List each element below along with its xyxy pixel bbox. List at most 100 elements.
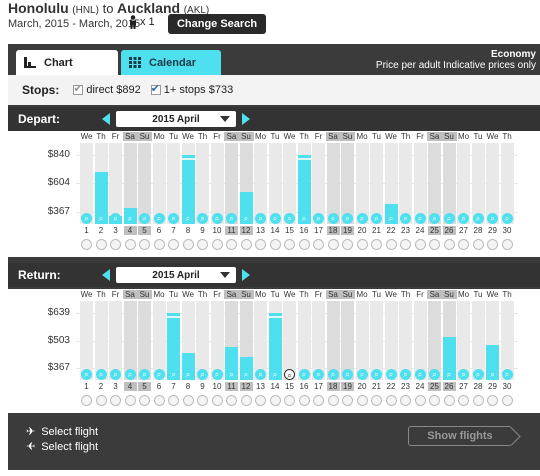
return-day-column[interactable]	[384, 301, 398, 380]
return-day-column[interactable]	[457, 301, 470, 380]
depart-day-column[interactable]	[486, 143, 499, 224]
tab-chart[interactable]: Chart	[16, 50, 118, 75]
return-prev-month-arrow[interactable]	[102, 269, 110, 281]
return-search-icon[interactable]: ⌕	[197, 369, 208, 380]
depart-search-icon[interactable]: ⌕	[472, 213, 484, 224]
depart-day-radio[interactable]	[81, 239, 92, 250]
return-day-radio[interactable]	[95, 395, 107, 406]
depart-day-column[interactable]	[428, 143, 441, 224]
stops-direct-option[interactable]: direct $892	[73, 82, 141, 96]
return-search-icon[interactable]: ⌕	[429, 369, 440, 380]
return-search-icon[interactable]: ⌕	[458, 369, 469, 380]
return-day-column[interactable]	[471, 301, 485, 380]
return-day-radio[interactable]	[110, 395, 121, 406]
depart-day-radio[interactable]	[342, 239, 353, 250]
return-day-radio[interactable]	[443, 395, 455, 406]
depart-search-icon[interactable]: ⌕	[487, 213, 498, 224]
return-search-icon[interactable]: ⌕	[501, 369, 513, 380]
return-day-radio[interactable]	[400, 395, 411, 406]
depart-search-icon[interactable]: ⌕	[110, 213, 121, 224]
depart-day-column[interactable]	[312, 143, 325, 224]
return-search-icon[interactable]: ⌕	[487, 369, 498, 380]
return-day-column[interactable]	[428, 301, 441, 380]
depart-prev-month-arrow[interactable]	[102, 113, 110, 125]
depart-search-icon[interactable]: ⌕	[284, 213, 295, 224]
return-day-column[interactable]	[152, 301, 166, 380]
depart-day-radio[interactable]	[153, 239, 165, 250]
return-search-icon[interactable]: ⌕	[124, 369, 136, 380]
depart-day-radio[interactable]	[226, 239, 237, 250]
return-search-icon[interactable]: ⌕	[226, 369, 237, 380]
depart-search-icon[interactable]: ⌕	[371, 213, 382, 224]
return-day-radio[interactable]	[313, 395, 324, 406]
return-day-radio[interactable]	[197, 395, 208, 406]
return-price-bar[interactable]	[268, 313, 282, 380]
depart-day-column[interactable]	[500, 143, 514, 224]
depart-search-icon[interactable]: ⌕	[81, 213, 92, 224]
depart-day-radio[interactable]	[95, 239, 107, 250]
return-next-month-arrow[interactable]	[242, 269, 250, 281]
return-search-icon[interactable]: ⌕	[313, 369, 324, 380]
depart-day-column[interactable]	[370, 143, 383, 224]
depart-day-radio[interactable]	[472, 239, 484, 250]
return-search-icon[interactable]: ⌕	[168, 369, 179, 380]
return-search-icon[interactable]: ⌕	[255, 369, 266, 380]
return-day-column[interactable]	[297, 301, 311, 380]
direct-checkbox[interactable]	[73, 82, 84, 95]
depart-day-column[interactable]	[123, 143, 137, 224]
return-day-radio[interactable]	[414, 395, 426, 406]
return-day-radio[interactable]	[342, 395, 353, 406]
depart-search-icon[interactable]: ⌕	[458, 213, 469, 224]
return-day-radio[interactable]	[168, 395, 179, 406]
return-day-column[interactable]	[341, 301, 354, 380]
depart-search-icon[interactable]: ⌕	[298, 213, 310, 224]
return-day-radio[interactable]	[182, 395, 194, 406]
depart-day-column[interactable]	[210, 143, 224, 224]
depart-day-radio[interactable]	[124, 239, 136, 250]
depart-day-radio[interactable]	[182, 239, 194, 250]
return-search-icon[interactable]: ⌕	[81, 369, 92, 380]
return-day-column[interactable]	[210, 301, 224, 380]
return-day-column[interactable]	[413, 301, 427, 380]
depart-search-icon[interactable]: ⌕	[168, 213, 179, 224]
depart-search-icon[interactable]: ⌕	[211, 213, 223, 224]
depart-day-radio[interactable]	[327, 239, 339, 250]
depart-search-icon[interactable]: ⌕	[139, 213, 150, 224]
tab-calendar[interactable]: Calendar	[121, 50, 221, 75]
return-search-icon[interactable]: ⌕	[182, 369, 194, 380]
depart-search-icon[interactable]: ⌕	[443, 213, 455, 224]
return-day-column[interactable]	[196, 301, 209, 380]
return-search-icon[interactable]: ⌕	[327, 369, 339, 380]
return-day-column[interactable]	[370, 301, 383, 380]
depart-next-month-arrow[interactable]	[242, 113, 250, 125]
depart-day-radio[interactable]	[211, 239, 223, 250]
depart-search-icon[interactable]: ⌕	[313, 213, 324, 224]
depart-search-icon[interactable]: ⌕	[240, 213, 252, 224]
depart-day-column[interactable]	[283, 143, 296, 224]
depart-day-radio[interactable]	[458, 239, 469, 250]
depart-day-column[interactable]	[138, 143, 151, 224]
depart-day-column[interactable]	[457, 143, 470, 224]
return-day-radio[interactable]	[81, 395, 92, 406]
return-day-radio[interactable]	[298, 395, 310, 406]
depart-day-column[interactable]	[326, 143, 340, 224]
return-search-icon[interactable]: ⌕	[139, 369, 150, 380]
return-search-icon[interactable]: ⌕	[414, 369, 426, 380]
depart-day-column[interactable]	[471, 143, 485, 224]
return-day-radio[interactable]	[429, 395, 440, 406]
depart-search-icon[interactable]: ⌕	[124, 213, 136, 224]
return-day-column[interactable]	[355, 301, 369, 380]
depart-search-icon[interactable]: ⌕	[356, 213, 368, 224]
depart-search-icon[interactable]: ⌕	[226, 213, 237, 224]
depart-day-radio[interactable]	[168, 239, 179, 250]
return-day-radio[interactable]	[139, 395, 150, 406]
depart-search-icon[interactable]: ⌕	[414, 213, 426, 224]
return-search-icon[interactable]: ⌕	[385, 369, 397, 380]
one-plus-checkbox[interactable]	[150, 82, 161, 95]
return-day-column[interactable]	[80, 301, 93, 380]
return-day-column[interactable]	[94, 301, 108, 380]
return-day-column[interactable]	[123, 301, 137, 380]
depart-day-column[interactable]	[442, 143, 456, 224]
depart-search-icon[interactable]: ⌕	[269, 213, 281, 224]
return-day-radio[interactable]	[269, 395, 281, 406]
